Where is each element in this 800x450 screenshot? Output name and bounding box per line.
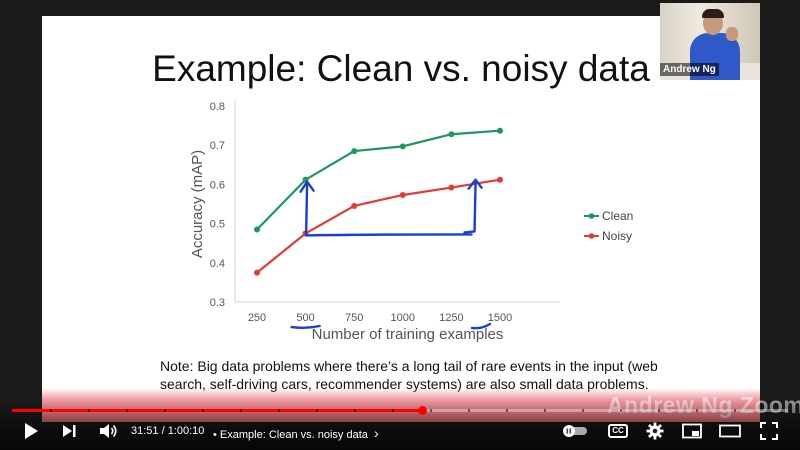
chapter-marker <box>734 409 736 412</box>
presenter-hand <box>726 27 738 41</box>
control-bar <box>0 400 800 450</box>
captions-button[interactable]: CC <box>607 421 629 441</box>
chart-legend: Clean Noisy <box>584 209 633 243</box>
data-point-clean <box>254 226 260 233</box>
data-point-clean <box>497 127 503 134</box>
series-line-clean <box>256 129 501 231</box>
annotation-up-arrow-right <box>463 180 477 234</box>
series-line-noisy <box>256 178 501 274</box>
miniplayer-button[interactable] <box>681 421 703 441</box>
progress-scrubber[interactable] <box>418 406 427 415</box>
chapter-marker <box>88 409 90 412</box>
play-button[interactable] <box>20 421 42 441</box>
note-line-1: Note: Big data problems where there’s a … <box>160 358 658 374</box>
chapter-marker <box>696 409 698 412</box>
chapter-marker <box>620 409 622 412</box>
captions-icon: CC <box>608 424 628 438</box>
chapter-marker <box>544 409 546 412</box>
data-point-clean <box>351 148 358 155</box>
x-tick-label: 750 <box>345 312 363 324</box>
autoplay-toggle[interactable] <box>561 421 589 441</box>
fullscreen-button[interactable] <box>758 421 780 441</box>
chapter-marker <box>354 409 356 412</box>
chapter-marker <box>50 409 52 412</box>
x-axis-label: Number of training examples <box>312 326 504 343</box>
next-button[interactable] <box>58 421 80 441</box>
data-point-clean <box>448 131 455 138</box>
y-tick-label: 0.8 <box>210 101 225 113</box>
progress-played <box>12 409 423 412</box>
theater-mode-button[interactable] <box>718 421 742 441</box>
time-separator: / <box>158 425 168 437</box>
y-tick-label: 0.4 <box>210 258 225 270</box>
chapter-marker <box>430 409 432 412</box>
miniplayer-icon <box>682 423 702 439</box>
data-point-noisy <box>351 202 358 209</box>
annotation-arrowhead-left <box>299 180 315 193</box>
webcam-name-label: Andrew Ng <box>660 63 719 76</box>
chevron-right-icon: › <box>373 425 379 441</box>
y-tick-label: 0.6 <box>210 179 225 191</box>
legend-marker-noisy <box>588 233 595 239</box>
fullscreen-icon <box>760 422 778 440</box>
accuracy-chart: 0.3 0.4 0.5 0.6 0.7 0.8 250 500 750 1000 1250 1500 N… <box>189 100 633 343</box>
y-axis-label: Accuracy (mAP) <box>189 150 206 258</box>
annotation-underline-500 <box>290 324 321 329</box>
annotation-horizontal-line <box>305 233 473 237</box>
data-point-noisy <box>448 184 455 191</box>
time-display: 31:51 / 1:00:10 <box>131 425 204 437</box>
legend-label-clean: Clean <box>602 209 633 223</box>
chapter-marker <box>582 409 584 412</box>
y-tick-label: 0.7 <box>210 140 225 152</box>
data-point-noisy <box>497 176 503 183</box>
y-tick-label: 0.3 <box>210 297 225 309</box>
theater-icon <box>719 424 741 438</box>
chapter-marker <box>240 409 242 412</box>
legend-marker-clean <box>588 213 595 219</box>
gear-icon <box>646 422 664 440</box>
settings-button[interactable] <box>644 421 666 441</box>
chapter-marker <box>316 409 318 412</box>
annotation-underline-1500 <box>470 322 492 330</box>
legend-label-noisy: Noisy <box>602 229 632 243</box>
chapter-marker <box>278 409 280 412</box>
play-icon <box>25 423 38 439</box>
annotation-arrowhead-right <box>467 178 483 190</box>
chapter-marker <box>506 409 508 412</box>
chart-series <box>254 127 503 276</box>
slide: Example: Clean vs. noisy data 0.3 0.4 0.5 0… <box>42 16 760 422</box>
chapter-marker <box>126 409 128 412</box>
annotation-up-arrow-left <box>304 182 309 237</box>
volume-icon <box>100 424 117 438</box>
presenter-hair <box>702 9 724 18</box>
x-tick-label: 1000 <box>391 312 415 324</box>
chapter-marker <box>164 409 166 412</box>
chapter-button[interactable]: • Example: Clean vs. noisy data › <box>213 425 379 441</box>
next-icon <box>63 425 76 437</box>
y-tick-label: 0.5 <box>210 219 225 231</box>
current-time: 31:51 <box>131 425 159 437</box>
progress-bar[interactable] <box>12 409 788 412</box>
x-tick-label: 500 <box>296 312 314 324</box>
volume-button[interactable] <box>97 421 121 441</box>
data-point-noisy <box>254 269 260 276</box>
chapter-marker <box>468 409 470 412</box>
chart-axes: 0.3 0.4 0.5 0.6 0.7 0.8 250 500 750 1000 1250 1500 N… <box>189 100 560 343</box>
x-tick-label: 250 <box>248 312 266 324</box>
x-tick-label: 1250 <box>439 312 463 324</box>
autoplay-toggle-icon <box>563 425 587 437</box>
data-point-clean <box>399 143 406 150</box>
chapter-bullet: • <box>213 429 220 441</box>
duration: 1:00:10 <box>167 425 205 437</box>
chapter-marker <box>392 409 394 412</box>
pen-annotations <box>290 178 492 330</box>
chapter-marker <box>202 409 204 412</box>
slide-title: Example: Clean vs. noisy data <box>152 48 650 89</box>
chapter-title: Example: Clean vs. noisy data <box>219 429 368 441</box>
x-tick-label: 1500 <box>488 312 512 324</box>
chapter-marker <box>658 409 660 412</box>
data-point-noisy <box>399 191 406 198</box>
